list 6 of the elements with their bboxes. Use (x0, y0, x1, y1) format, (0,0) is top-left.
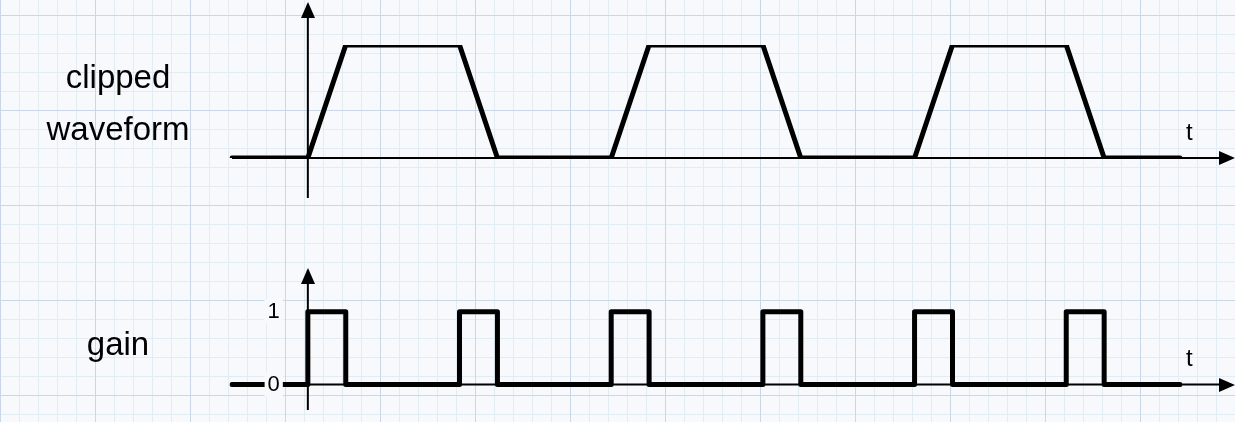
y-tick-label: 0 (267, 370, 280, 396)
y-tick-label: 1 (267, 297, 280, 323)
x-axis-title: t (1186, 117, 1193, 145)
y-axis-title: gain (86, 325, 150, 363)
y-axis-title: clipped waveform (45, 58, 190, 148)
x-axis-title: t (1186, 344, 1193, 372)
